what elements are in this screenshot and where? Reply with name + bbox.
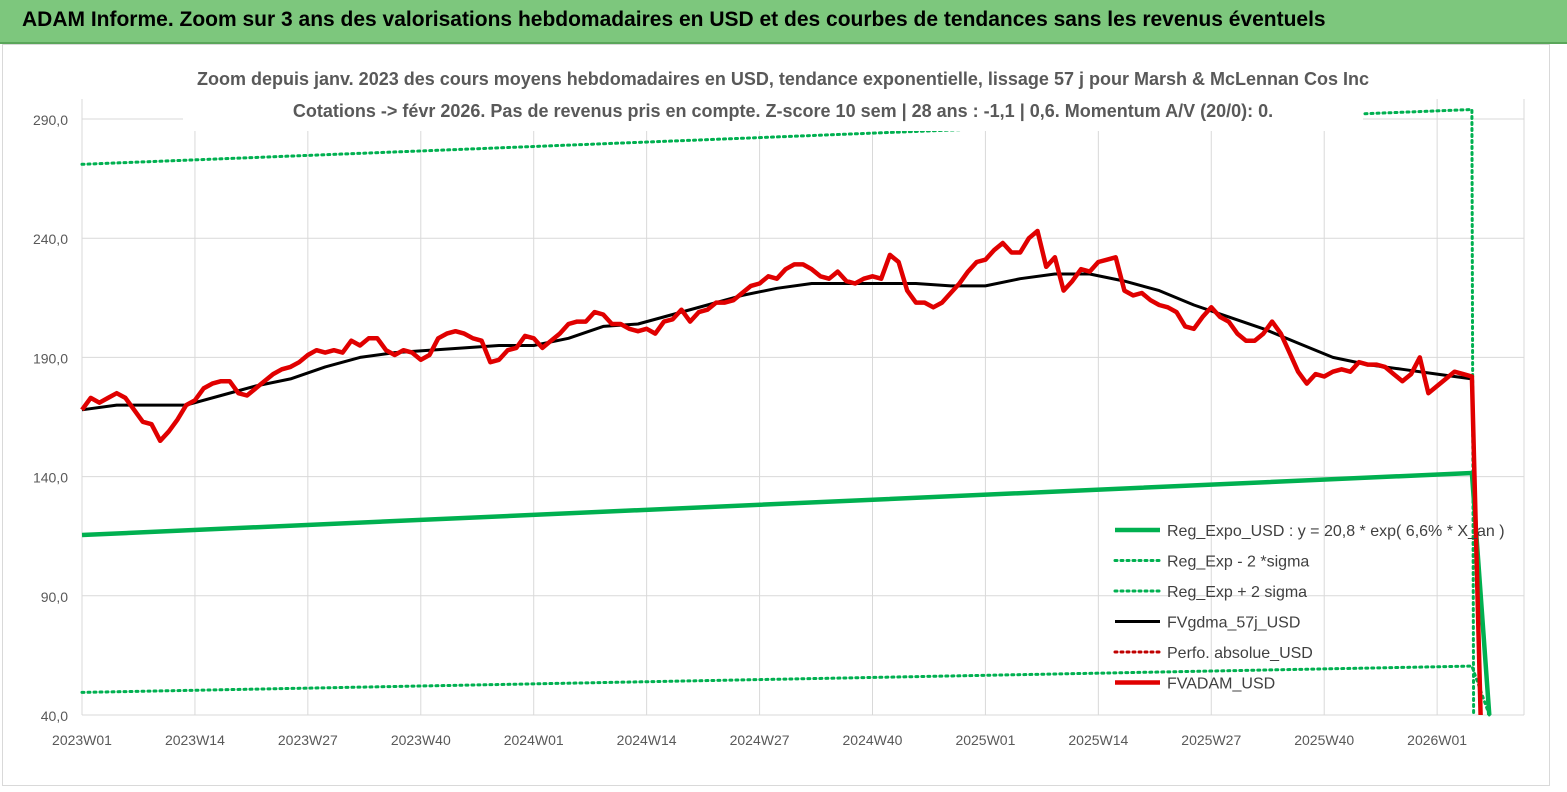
x-tick-label: 2023W27 bbox=[278, 732, 338, 748]
chart-titles: Zoom depuis janv. 2023 des cours moyens … bbox=[183, 59, 1369, 131]
chart-frame: 290,0 240,0 190,0 140,0 90,0 40,0 2023W01 2023… bbox=[2, 44, 1550, 786]
chart-subtitle: Cotations -> févr 2026. Pas de revenus p… bbox=[293, 101, 1273, 121]
x-tick-label: 2025W14 bbox=[1068, 732, 1128, 748]
series-line-5 bbox=[80, 228, 1483, 716]
legend-label: FVgdma_57j_USD bbox=[1167, 615, 1300, 632]
legend-label: FVADAM_USD bbox=[1167, 676, 1275, 693]
x-tick-label: 2026W01 bbox=[1407, 732, 1467, 748]
series-line-1 bbox=[80, 664, 1491, 717]
y-tick-label: 290,0 bbox=[33, 112, 68, 128]
chart-series bbox=[80, 108, 1492, 717]
report-title: ADAM Informe. Zoom sur 3 ans des valoris… bbox=[22, 8, 1326, 31]
report-banner: ADAM Informe. Zoom sur 3 ans des valoris… bbox=[0, 0, 1567, 44]
legend-label: Perfo. absolue_USD bbox=[1167, 645, 1313, 662]
y-tick-label: 90,0 bbox=[41, 589, 68, 605]
chart-legend: Reg_Expo_USD : y = 20,8 * exp( 6,6% * X_… bbox=[1113, 523, 1505, 693]
y-tick-label: 140,0 bbox=[33, 470, 68, 486]
x-tick-label: 2023W40 bbox=[391, 732, 451, 748]
series-line-0 bbox=[81, 470, 1492, 716]
y-tick-label: 240,0 bbox=[33, 231, 68, 247]
chart-title: Zoom depuis janv. 2023 des cours moyens … bbox=[197, 69, 1369, 89]
y-axis: 290,0 240,0 190,0 140,0 90,0 40,0 bbox=[33, 112, 68, 724]
x-tick-label: 2025W01 bbox=[955, 732, 1015, 748]
y-tick-label: 40,0 bbox=[41, 708, 68, 724]
x-tick-label: 2024W14 bbox=[617, 732, 677, 748]
series-line-3 bbox=[81, 272, 1473, 412]
x-tick-label: 2023W14 bbox=[165, 732, 225, 748]
legend-label: Reg_Exp + 2 sigma bbox=[1167, 584, 1307, 601]
x-tick-label: 2023W01 bbox=[52, 732, 112, 748]
chart-grid bbox=[81, 99, 1525, 716]
x-tick-label: 2025W40 bbox=[1294, 732, 1354, 748]
legend-label: Reg_Expo_USD : y = 20,8 * exp( 6,6% * X_… bbox=[1167, 523, 1505, 540]
y-tick-label: 190,0 bbox=[33, 350, 68, 366]
x-axis: 2023W01 2023W14 2023W27 2023W40 2024W01 2024W… bbox=[52, 732, 1467, 748]
legend-label: Reg_Exp - 2 *sigma bbox=[1167, 554, 1309, 571]
x-tick-label: 2024W40 bbox=[843, 732, 903, 748]
x-tick-label: 2024W27 bbox=[730, 732, 790, 748]
x-tick-label: 2024W01 bbox=[504, 732, 564, 748]
x-tick-label: 2025W27 bbox=[1181, 732, 1241, 748]
chart-title-background bbox=[183, 59, 1363, 131]
